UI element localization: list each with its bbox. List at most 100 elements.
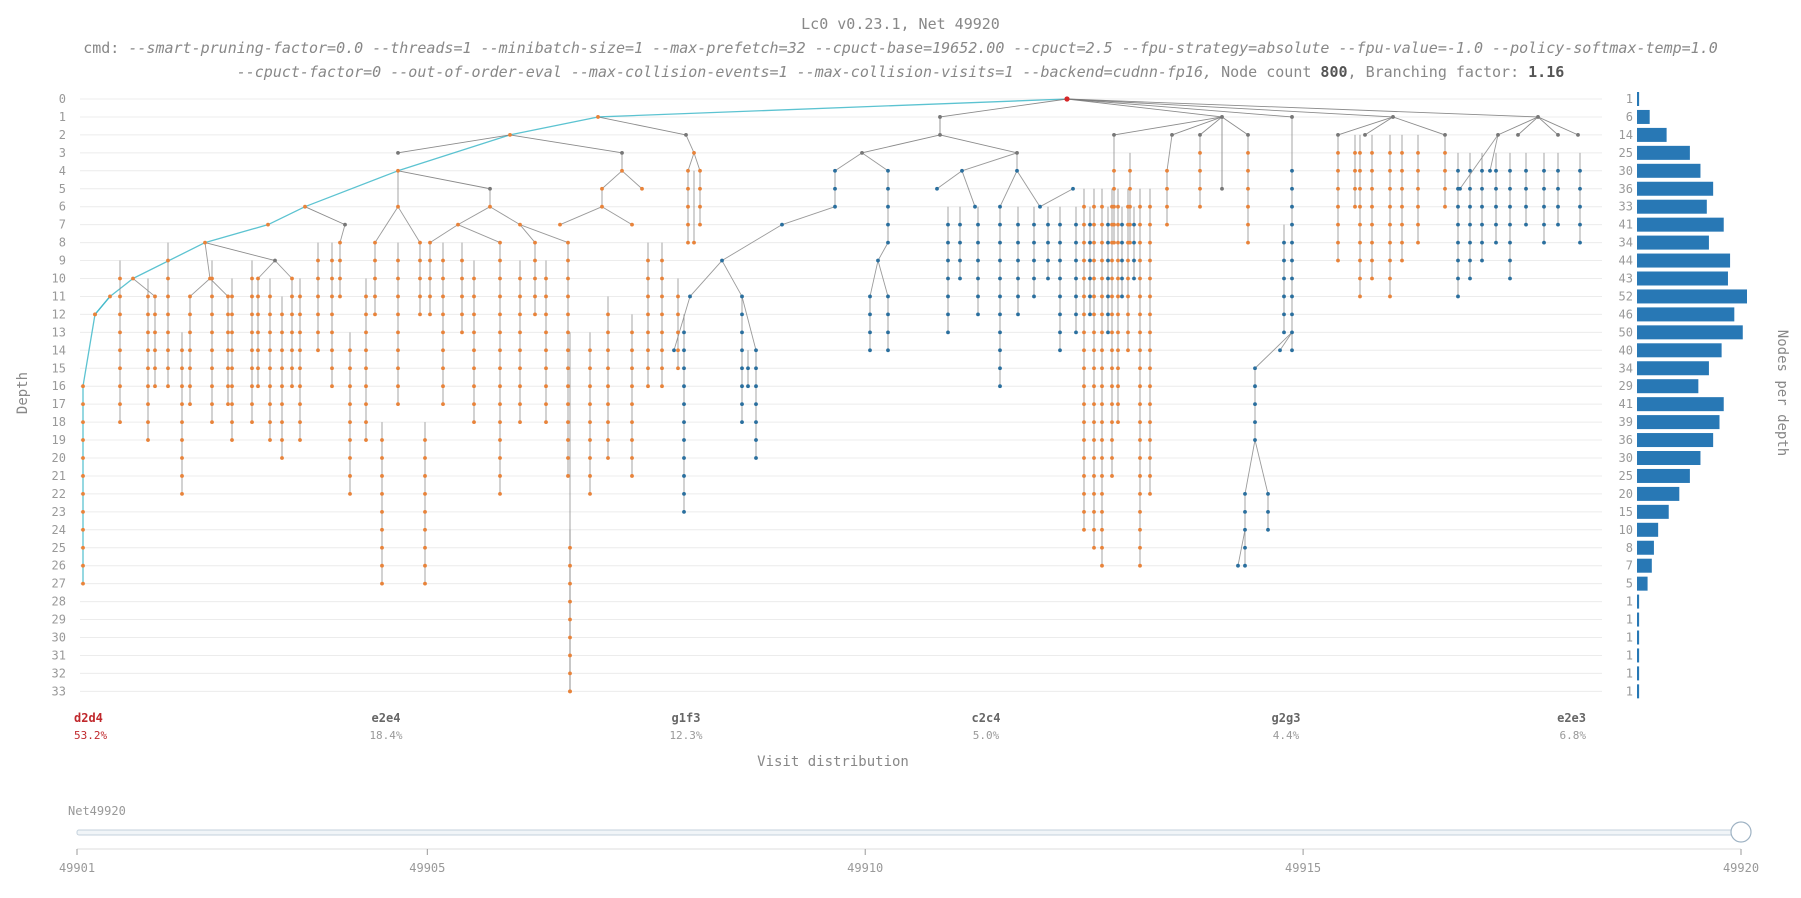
tree-node <box>1116 366 1120 371</box>
tree-node <box>1106 258 1110 263</box>
tree-node <box>1336 240 1340 245</box>
tree-node <box>1082 330 1086 335</box>
tree-node <box>364 438 368 442</box>
tree-node <box>1370 150 1374 155</box>
tree-node <box>1046 222 1050 227</box>
tree-node <box>1116 402 1120 407</box>
tree-node <box>1391 115 1395 119</box>
tree-node <box>1100 384 1104 389</box>
histogram-bar <box>1637 289 1747 304</box>
tree-node <box>396 204 400 209</box>
tree-node <box>488 204 492 209</box>
tree-node <box>396 276 400 281</box>
tree-node <box>566 330 570 335</box>
tree-edge <box>267 206 306 226</box>
tree-node <box>1138 492 1142 496</box>
tree-node <box>498 438 502 442</box>
tree-node <box>646 330 650 335</box>
tree-node <box>518 366 522 371</box>
tree-node <box>1370 204 1374 209</box>
tree-node <box>460 312 464 317</box>
depth-tick-label: 3 <box>59 146 66 160</box>
tree-node <box>423 563 427 568</box>
command-line-1: cmd: --smart-pruning-factor=0.0 --thread… <box>0 39 1801 57</box>
tree-node <box>1198 150 1202 155</box>
tree-node <box>298 438 302 442</box>
tree-node <box>566 276 570 281</box>
histogram-value-label: 30 <box>1619 164 1633 178</box>
tree-node <box>1165 222 1169 227</box>
tree-node <box>316 276 320 281</box>
histogram-bar <box>1637 217 1724 232</box>
tree-node <box>1388 204 1392 209</box>
tree-node <box>498 402 502 407</box>
tree-node <box>566 474 570 478</box>
histogram-value-label: 5 <box>1626 577 1633 591</box>
tree-node <box>1198 186 1202 191</box>
tree-edge <box>1537 116 1559 136</box>
slider-handle[interactable] <box>1730 821 1752 843</box>
tree-node <box>166 276 170 281</box>
tree-node <box>1148 384 1152 389</box>
depth-tick-label: 23 <box>52 505 66 519</box>
tree-node <box>153 366 157 371</box>
tree-node <box>1578 168 1582 173</box>
tree-node <box>131 276 135 281</box>
histogram-bar <box>1637 522 1659 537</box>
histogram-bar <box>1637 163 1701 178</box>
tree-node <box>364 348 368 353</box>
tree-node <box>423 492 427 496</box>
tree-node <box>1126 258 1130 263</box>
tree-node <box>1082 474 1086 478</box>
move-visit-share: 6.8% <box>1560 729 1587 742</box>
cmd-args-1: --smart-pruning-factor=0.0 --threads=1 -… <box>128 39 1718 57</box>
tree-node <box>976 240 980 245</box>
tree-node <box>686 222 690 227</box>
tree-node <box>1496 133 1500 137</box>
slider-tick-label: 49910 <box>847 861 883 875</box>
tree-node <box>423 438 427 442</box>
tree-node <box>740 402 744 407</box>
tree-node <box>876 258 880 263</box>
tree-edge <box>204 224 269 244</box>
tree-node <box>268 402 272 407</box>
tree-node <box>396 384 400 389</box>
tree-node <box>1400 240 1404 245</box>
tree-node <box>1508 222 1512 227</box>
tree-node <box>256 312 260 317</box>
tree-node <box>268 348 272 353</box>
tree-node <box>1100 492 1104 496</box>
tree-node <box>298 312 302 317</box>
tree-node <box>1416 222 1420 227</box>
tree-node <box>298 294 302 299</box>
tree-node <box>364 366 368 371</box>
tree-node <box>498 348 502 353</box>
tree-node <box>1082 222 1086 227</box>
tree-node <box>1126 276 1130 281</box>
depth-gridlines <box>80 98 1602 692</box>
tree-node <box>1092 294 1096 299</box>
tree-node <box>1480 258 1484 263</box>
histogram-bar <box>1637 325 1743 340</box>
tree-node <box>81 492 85 496</box>
histogram-bar <box>1637 504 1669 519</box>
tree-node <box>682 366 686 371</box>
tree-node <box>600 186 604 191</box>
tree-node <box>230 312 234 317</box>
tree-node <box>280 456 284 460</box>
tree-node <box>1524 204 1528 209</box>
tree-node <box>720 258 724 263</box>
network-slider[interactable]: 49901 49905 49910 49915 49920 <box>59 821 1759 875</box>
tree-node <box>146 402 150 407</box>
tree-node <box>146 330 150 335</box>
tree-node <box>230 330 234 335</box>
tree-node <box>423 545 427 550</box>
tree-node <box>268 366 272 371</box>
tree-node <box>1148 258 1152 263</box>
histogram-bar <box>1637 397 1724 412</box>
tree-node <box>1088 240 1092 245</box>
tree-node <box>886 240 890 245</box>
tree-edge <box>82 314 96 387</box>
tree-node <box>1082 366 1086 371</box>
tree-node <box>373 276 377 281</box>
